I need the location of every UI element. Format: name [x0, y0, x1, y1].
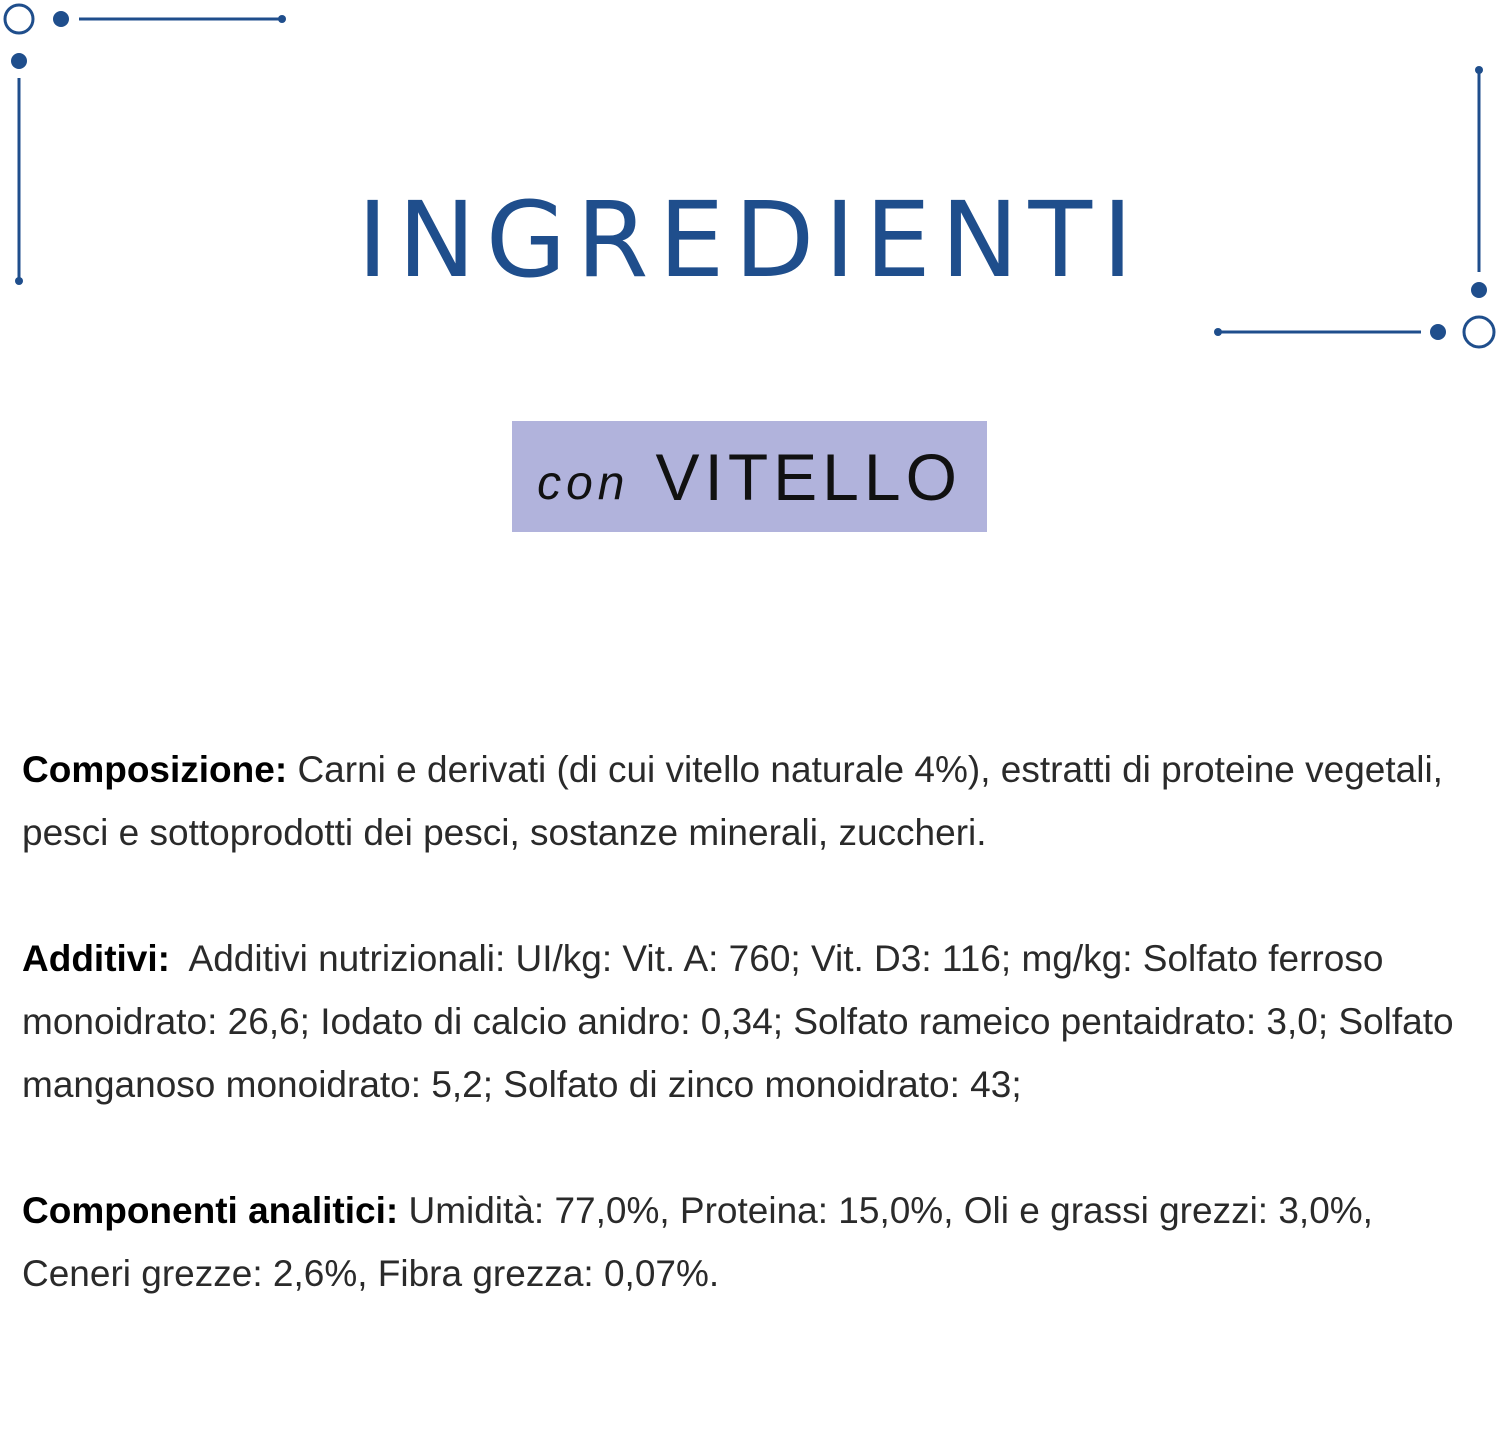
- analytical-label: Componenti analitici:: [22, 1190, 399, 1231]
- flavor-prefix: con: [537, 457, 630, 510]
- additives-paragraph: Additivi: Additivi nutrizionali: UI/kg: …: [22, 927, 1462, 1116]
- composition-label: Composizione:: [22, 749, 288, 790]
- flavor-badge: con VITELLO: [512, 421, 987, 532]
- flavor-name: VITELLO: [655, 439, 962, 514]
- additives-text: Additivi nutrizionali: UI/kg: Vit. A: 76…: [22, 938, 1454, 1105]
- additives-label: Additivi:: [22, 938, 170, 979]
- page-title: INGREDIENTI: [357, 178, 1143, 301]
- bottom-right-corner-ornament: [1214, 66, 1496, 349]
- composition-text: Carni e derivati (di cui vitello natural…: [22, 749, 1443, 853]
- corner-decorations: [3, 3, 1496, 349]
- top-left-corner-ornament: [3, 3, 286, 285]
- analytical-text: Umidità: 77,0%, Proteina: 15,0%, Oli e g…: [22, 1190, 1373, 1294]
- ingredients-body: Composizione: Carni e derivati (di cui v…: [22, 738, 1462, 1368]
- analytical-paragraph: Componenti analitici: Umidità: 77,0%, Pr…: [22, 1179, 1462, 1305]
- composition-paragraph: Composizione: Carni e derivati (di cui v…: [22, 738, 1462, 864]
